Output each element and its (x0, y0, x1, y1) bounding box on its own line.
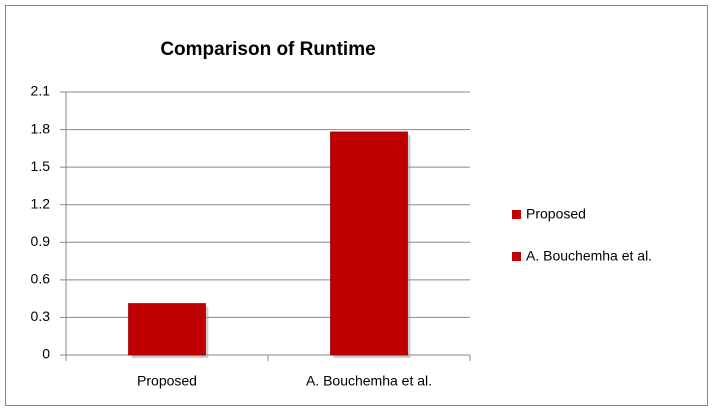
y-tick-label: 0.9 (31, 233, 51, 249)
y-tick-label: 2.1 (31, 83, 51, 99)
y-tick-label: 1.2 (31, 195, 51, 211)
legend-label: A. Bouchemha et al. (526, 248, 652, 264)
y-tick-label: 0.6 (31, 271, 51, 287)
legend-label: Proposed (526, 206, 586, 222)
x-tick-label: A. Bouchemha et al. (306, 373, 432, 389)
bar (128, 303, 206, 356)
y-tick-label: 0 (42, 346, 50, 362)
y-tick-label: 1.5 (31, 158, 51, 174)
chart-title: Comparison of Runtime (160, 39, 375, 60)
y-tick-label: 1.8 (31, 120, 51, 136)
x-tick-label: Proposed (137, 373, 197, 389)
y-tick-label: 0.3 (31, 308, 51, 324)
bar (330, 131, 408, 356)
legend-swatch (512, 252, 521, 261)
legend-swatch (512, 210, 521, 219)
